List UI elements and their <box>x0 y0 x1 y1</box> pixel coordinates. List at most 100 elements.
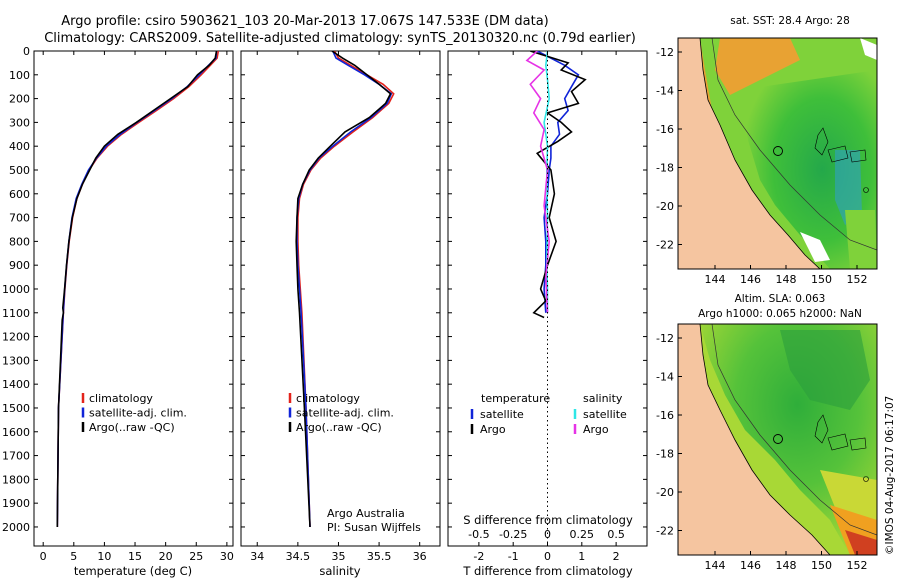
temperature-xtick-label: 10 <box>97 550 111 563</box>
depth-ytick-label: 1300 <box>2 354 30 367</box>
depth-ytick-label: 1500 <box>2 402 30 415</box>
difference-legend-label: Argo <box>583 423 609 436</box>
depth-ytick-label: 1000 <box>2 283 30 296</box>
temperature-xtick-label: 15 <box>128 550 142 563</box>
depth-ytick-label: 1600 <box>2 426 30 439</box>
depth-ytick-label: 2000 <box>2 521 30 534</box>
difference-legend: temperature salinity satellite Argo satellit… <box>470 392 627 436</box>
difference-legend-label: satellite <box>583 408 627 421</box>
map-longitude-label: 150 <box>811 559 832 572</box>
temperature-axes-box <box>33 50 234 547</box>
depth-ytick-label: 900 <box>9 259 30 272</box>
depth-ytick-label: 700 <box>9 212 30 225</box>
temperature-xtick-label: 20 <box>159 550 173 563</box>
map-latitude-label: -12 <box>656 46 674 59</box>
map-latitude-label: -18 <box>656 448 674 461</box>
temperature-xtick-label: 0 <box>40 550 47 563</box>
sst-argo-location-marker <box>773 146 783 156</box>
figure-title-line2: Climatology: CARS2009. Satellite-adjuste… <box>44 31 636 46</box>
salinity-legend-label: Argo(..raw -QC) <box>296 421 382 434</box>
difference-series-3-line <box>525 51 551 313</box>
s-difference-tick-label: -0.25 <box>499 528 527 541</box>
depth-ytick-label: 800 <box>9 235 30 248</box>
difference-xtick-label: -2 <box>473 550 484 563</box>
map-latitude-label: -14 <box>656 85 674 98</box>
depth-ytick-label: 500 <box>9 164 30 177</box>
difference-xtick-label: 1 <box>578 550 585 563</box>
depth-ytick-label: 300 <box>9 116 30 129</box>
temperature-xtick-label: 25 <box>189 550 203 563</box>
sla-map-box <box>677 323 878 556</box>
map-longitude-label: 146 <box>740 273 761 286</box>
difference-xtick-label: 0 <box>544 550 551 563</box>
sla-map-title-line1: Altim. SLA: 0.063 <box>735 293 826 305</box>
s-difference-tick-label: 0 <box>544 528 551 541</box>
depth-ytick-label: 0 <box>23 45 30 58</box>
difference-legend-header-salinity: salinity <box>583 392 623 405</box>
depth-ytick-label: 600 <box>9 188 30 201</box>
s-difference-tick-label: 0.25 <box>570 528 595 541</box>
temperature-xlabel: temperature (deg C) <box>74 564 192 578</box>
map-longitude-label: 152 <box>847 559 868 572</box>
salinity-xtick-label: 36 <box>413 550 427 563</box>
salinity-legend-label: climatology <box>296 392 360 405</box>
depth-ytick-label: 1400 <box>2 378 30 391</box>
temperature-legend-label: satellite-adj. clim. <box>89 407 187 420</box>
salinity-xlabel: salinity <box>319 564 360 578</box>
difference-legend-label: satellite <box>480 408 524 421</box>
depth-ytick-label: 400 <box>9 140 30 153</box>
s-difference-tick-label: 0.5 <box>607 528 625 541</box>
map-latitude-label: -16 <box>656 409 674 422</box>
difference-xtick-label: 2 <box>613 550 620 563</box>
depth-ytick-label: 100 <box>9 69 30 82</box>
depth-ytick-label: 1900 <box>2 497 30 510</box>
depth-ytick-label: 1200 <box>2 331 30 344</box>
sst-map-title: sat. SST: 28.4 Argo: 28 <box>730 15 850 27</box>
map-latitude-label: -22 <box>656 525 674 538</box>
map-longitude-label: 144 <box>705 273 726 286</box>
map-latitude-label: -20 <box>656 486 674 499</box>
map-latitude-label: -18 <box>656 162 674 175</box>
pi-label: PI: Susan Wijffels <box>327 521 421 534</box>
sst-map-box <box>677 37 878 270</box>
difference-top-xlabel: S difference from climatology <box>463 513 633 527</box>
figure-title-line1: Argo profile: csiro 5903621_103 20-Mar-2… <box>61 14 549 29</box>
salinity-xtick-label: 35 <box>331 550 345 563</box>
temperature-xtick-label: 5 <box>70 550 77 563</box>
depth-ytick-label: 1800 <box>2 473 30 486</box>
map-longitude-label: 148 <box>776 559 797 572</box>
map-longitude-label: 152 <box>847 273 868 286</box>
difference-legend-label: Argo <box>480 423 506 436</box>
s-difference-tick-label: -0.5 <box>468 528 489 541</box>
salinity-xtick-label: 34.5 <box>286 550 311 563</box>
temperature-panel: 0100200300400500600700800900100011001200… <box>2 45 234 578</box>
difference-xlabel: T difference from climatology <box>462 564 633 578</box>
temperature-legend-label: climatology <box>89 392 153 405</box>
salinity-series-2-line <box>295 51 392 528</box>
map-longitude-label: 150 <box>811 273 832 286</box>
difference-legend-header-temperature: temperature <box>481 392 550 405</box>
imos-timestamp-label: ©IMOS 04-Aug-2017 06:17:07 <box>884 396 896 555</box>
temperature-legend: climatology satellite-adj. clim.Argo(..ra… <box>81 392 187 434</box>
temperature-series-2-line <box>56 51 218 528</box>
sla-argo-location-marker <box>773 434 783 444</box>
salinity-xtick-label: 34 <box>250 550 264 563</box>
map-latitude-label: -14 <box>656 371 674 384</box>
map-longitude-label: 144 <box>705 559 726 572</box>
depth-ytick-label: 200 <box>9 93 30 106</box>
argo-australia-label: Argo Australia <box>327 507 405 520</box>
sla-map-panel: Altim. SLA: 0.063 Argo h1000: 0.065 h200… <box>656 293 878 572</box>
sla-map-title-line2: Argo h1000: 0.065 h2000: NaN <box>698 308 862 320</box>
map-longitude-label: 148 <box>776 273 797 286</box>
sst-map-panel: sat. SST: 28.4 Argo: 28 -12 -14 -16 -18 -20 -… <box>656 15 878 286</box>
salinity-xtick-label: 35.5 <box>367 550 392 563</box>
map-latitude-label: -22 <box>656 239 674 252</box>
salinity-legend-label: satellite-adj. clim. <box>296 407 394 420</box>
map-latitude-label: -20 <box>656 200 674 213</box>
depth-ytick-label: 1700 <box>2 450 30 463</box>
salinity-panel: 34 34.5 35 35.5 36 salinity climatology satel… <box>240 50 441 578</box>
difference-panel: -2 -1 0 1 2 -0.5 -0.25 0 0.25 0.5 S difference f… <box>447 50 648 578</box>
map-latitude-label: -16 <box>656 123 674 136</box>
difference-xtick-label: -1 <box>508 550 519 563</box>
